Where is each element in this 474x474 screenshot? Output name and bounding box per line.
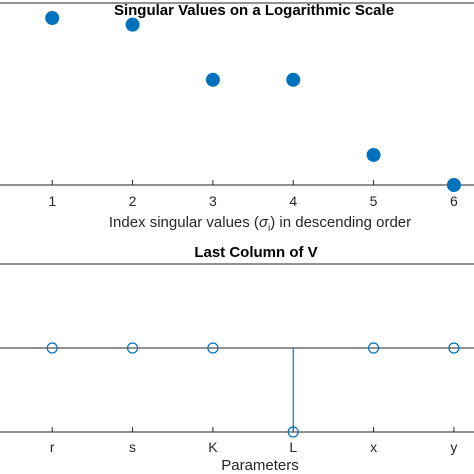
parameter-tick-label: L — [289, 439, 297, 455]
singular-value-point — [205, 72, 220, 87]
bottom-chart-stems — [46, 342, 460, 438]
singular-value-point — [125, 17, 140, 32]
singular-value-point — [45, 11, 60, 25]
top-chart-title: Singular Values on a Logarithmic Scale — [114, 2, 394, 19]
top-chart-xlabel: Index singular values (σi) in descending… — [109, 214, 411, 234]
singular-values-chart: Singular Values on a Logarithmic Scale 1… — [0, 2, 474, 234]
top-chart-points — [45, 11, 461, 192]
singular-value-point — [286, 72, 301, 87]
stem-marker — [126, 342, 139, 354]
singular-value-point — [446, 178, 461, 192]
stem-marker — [46, 342, 58, 354]
top-tick-label: 2 — [129, 193, 137, 209]
bottom-chart-xlabel: Parameters — [221, 457, 299, 474]
top-tick-label: 5 — [370, 193, 378, 209]
xlabel-suffix: ) in descending order — [270, 214, 411, 231]
stem-marker — [207, 342, 219, 354]
stem-marker — [367, 342, 380, 354]
singular-value-point — [366, 147, 381, 162]
xlabel-subscript: i — [268, 223, 270, 234]
stem-marker — [287, 426, 299, 438]
top-tick-label: 3 — [209, 193, 217, 209]
stem-marker — [448, 342, 460, 354]
parameter-tick-label: K — [208, 439, 218, 455]
top-chart-ticks: 1 2 3 4 5 6 — [48, 180, 458, 209]
parameter-tick-label: s — [129, 439, 136, 455]
parameter-tick-label: r — [50, 439, 55, 455]
xlabel-prefix: Index singular values ( — [109, 214, 259, 231]
top-tick-label: 1 — [48, 193, 56, 209]
bottom-chart-title: Last Column of V — [194, 244, 317, 261]
top-tick-label: 4 — [289, 193, 297, 209]
parameter-tick-label: y — [450, 439, 457, 455]
parameter-tick-label: x — [370, 439, 377, 455]
xlabel-sigma: σ — [259, 214, 269, 231]
top-tick-label: 6 — [450, 193, 458, 209]
